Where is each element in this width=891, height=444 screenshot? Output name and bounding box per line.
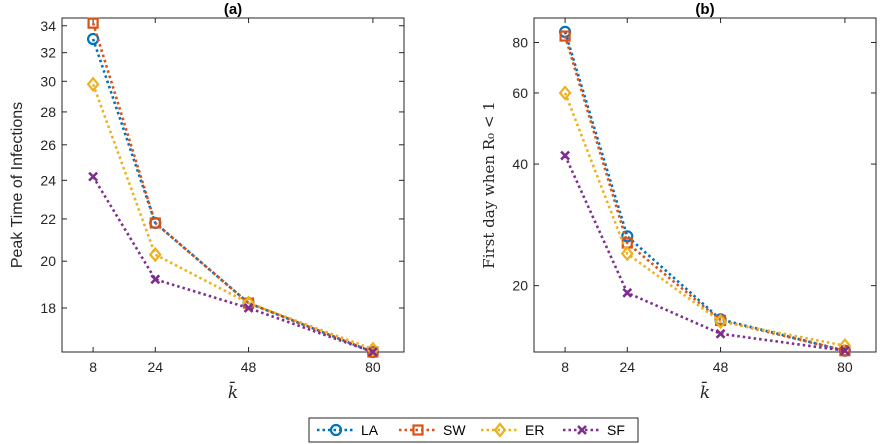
series-er [86,76,380,358]
legend-item-la: LA [317,422,379,438]
series-la [86,32,380,359]
series-line-sf [563,154,846,353]
data-point-sf [243,303,254,313]
series-sf [88,171,378,357]
y-tick-label: 80 [512,35,528,51]
legend-box [308,417,639,443]
x-tick-label: 48 [713,359,729,375]
legend-marker [577,425,587,435]
x-tick-label: 8 [561,359,569,375]
legend-label: SW [443,422,466,438]
y-tick-label: 28 [40,104,56,120]
legend-item-sf: SF [563,422,625,438]
y-tick-label: 24 [40,172,56,188]
data-point-sf [560,150,571,161]
legend-marker [493,422,507,438]
data-point-sw [559,30,571,42]
legend-label: ER [525,422,544,438]
legend-item-er: ER [481,422,544,438]
axes-box [61,17,405,353]
panel-b: 8 24 48 80 20 40 60 80 (b) k̄ First day when R₀ < … [480,1,877,403]
chart-title: (a) [224,1,242,18]
y-axis-label: Peak Time of Infections [9,102,26,268]
x-tick-label: 80 [837,359,853,375]
y-tick-label: 26 [40,137,56,153]
y-tick-label: 60 [512,85,528,101]
series-line-sw [563,35,846,352]
data-point-sf [150,274,161,285]
chart-title: (b) [695,1,714,18]
series-line-sw [91,22,374,354]
y-tick-label: 40 [512,156,528,172]
data-point-er [558,85,572,101]
data-point-sf [622,287,633,298]
x-axis-label: k̄ [228,380,238,403]
data-point-sw [87,17,99,29]
data-point-sf [88,171,99,182]
x-tick-label: 80 [365,359,381,375]
x-tick-label: 24 [619,359,635,375]
y-tick-label: 20 [512,278,528,294]
y-tick-label: 32 [40,45,56,61]
series-line-la [563,31,846,352]
data-point-er [620,245,634,262]
series-sw [559,30,851,357]
data-point-sf [715,328,726,339]
data-point-la [621,230,634,243]
series-line-er [563,92,846,347]
data-point-sw [839,345,851,357]
series-sf [560,150,850,356]
series-line-er [91,83,374,351]
series-line-la [91,38,374,354]
y-tick-label: 30 [40,73,56,89]
data-point-er [366,341,380,358]
x-axis-label: k̄ [700,380,710,403]
x-tick-label: 8 [89,359,97,375]
y-tick-label: 34 [40,18,56,34]
y-tick-label: 18 [40,300,56,316]
panel-a: 8 24 48 80 18 20 22 24 26 28 30 32 34 (a) k̄ Peak Time … [9,1,405,403]
legend-marker [412,424,424,436]
data-point-sw [149,217,161,229]
x-tick-label: 24 [147,359,163,375]
y-axis-label: First day when R₀ < 1 [480,101,498,268]
y-tick-label: 20 [40,253,56,269]
data-point-er [714,313,727,330]
x-tick-label: 48 [241,359,257,375]
series-er [558,85,852,354]
y-tick-label: 22 [40,211,56,227]
series-line-sf [91,175,374,354]
legend: LA SW ER SF [308,417,639,443]
legend-label: LA [361,422,379,438]
axes-box [533,17,877,353]
data-point-sf [839,345,850,356]
legend-item-sw: SW [399,422,466,438]
data-point-er [148,246,162,263]
data-point-er [86,76,100,92]
data-point-sf [367,347,378,357]
legend-label: SF [607,422,625,438]
legend-marker [329,423,343,437]
